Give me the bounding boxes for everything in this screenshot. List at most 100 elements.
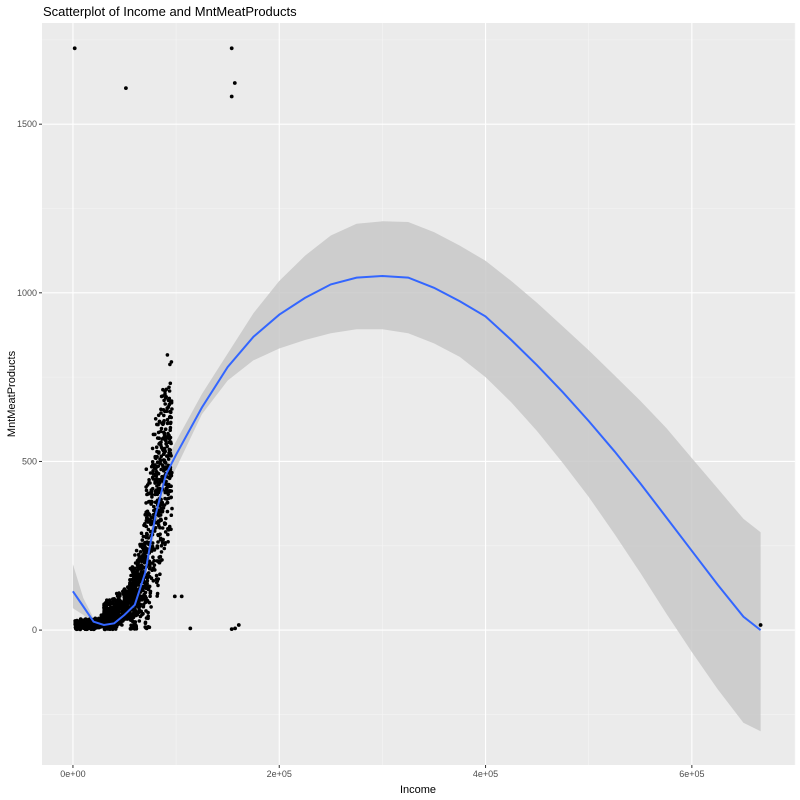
data-point [156,471,160,476]
data-point [150,495,154,499]
data-point [143,621,148,625]
confidence-ribbon [72,221,761,732]
data-point [168,435,173,440]
data-point [126,594,130,598]
data-point [165,509,170,514]
data-point [153,463,157,467]
data-point [126,585,130,589]
data-point [168,489,172,493]
data-point [159,445,164,450]
data-point [103,611,108,615]
data-point [150,544,155,549]
data-point [157,482,161,487]
data-point [133,585,138,590]
data-point [167,385,171,390]
data-point [113,602,118,606]
y-tick-label: 0 [32,625,37,635]
data-point [121,600,126,605]
data-point [107,615,111,619]
data-point [82,623,87,628]
outlier-point [229,627,234,631]
data-point [154,577,159,581]
data-point [156,521,160,526]
data-point [165,353,170,357]
data-point [140,538,145,542]
data-point [156,430,161,435]
data-point [167,415,172,420]
data-point [133,553,137,557]
outlier-point [179,594,184,599]
data-point [144,516,149,520]
data-point [133,574,138,578]
data-point [162,419,166,423]
data-point [164,395,168,399]
data-point [123,592,127,596]
outlier-point [172,594,177,599]
data-point [164,516,168,521]
data-point [128,566,133,571]
data-point [156,413,161,418]
data-point [139,570,144,575]
outlier-point [236,623,241,627]
data-point [150,561,155,565]
data-point [161,465,165,469]
data-point [159,454,164,459]
outlier-point [229,46,234,51]
data-point [117,591,121,595]
data-point [154,526,158,530]
data-point [148,519,152,524]
smooth-line [72,274,762,631]
outlier-point [188,626,193,631]
data-point [160,503,164,507]
data-point [137,619,142,623]
data-point [169,401,174,405]
data-point [168,425,173,430]
data-point [141,534,146,539]
data-point [103,625,107,629]
data-point [132,570,137,574]
data-point [150,460,155,464]
data-point [147,478,151,482]
data-point [144,609,148,613]
data-point [151,469,155,473]
data-point [166,540,170,544]
data-point [162,546,167,551]
data-point [166,484,170,489]
data-point [83,617,88,621]
data-point [154,573,159,578]
data-point [137,577,141,581]
data-point [160,510,165,514]
data-point [163,402,167,406]
data-point [128,612,133,617]
axes: 0e+00 2e+05 4e+05 6e+05 0 500 1000 1500 [17,119,705,779]
data-point [165,497,169,501]
data-point [105,598,109,602]
data-point [163,449,167,454]
data-point [165,444,169,449]
data-point [144,501,148,505]
data-point [158,518,162,523]
data-point [160,526,165,530]
data-point [170,506,174,511]
data-point [144,488,149,493]
data-point [86,625,91,629]
data-point [166,421,170,425]
data-point [133,620,138,624]
data-point [159,544,164,548]
data-point [163,427,168,432]
data-point [139,573,143,578]
data-point [169,420,173,425]
data-point [99,619,103,624]
data-point [144,467,149,472]
data-point [147,499,152,504]
y-tick-label: 1500 [17,119,37,129]
data-point [130,598,134,602]
data-point [160,558,164,562]
data-point [125,615,129,620]
data-point [165,417,170,422]
x-tick-label: 6e+05 [679,769,704,779]
data-point [163,530,168,534]
data-point [139,609,143,614]
data-point [143,544,147,549]
